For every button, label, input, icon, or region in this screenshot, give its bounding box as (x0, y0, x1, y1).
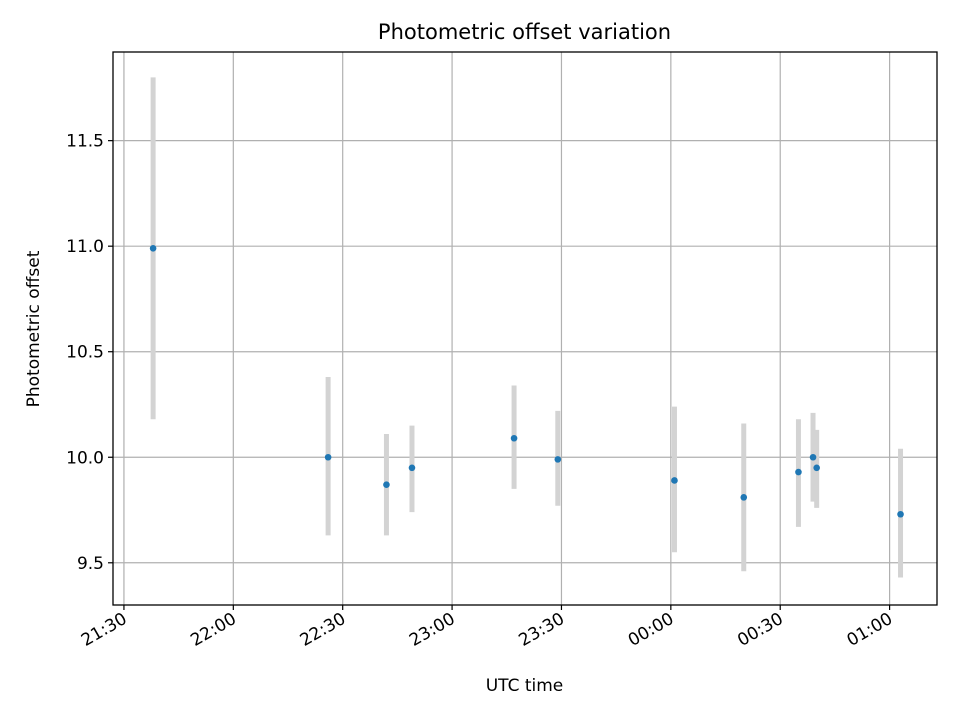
y-tick-label: 10.5 (66, 343, 104, 363)
x-tick-label: 01:00 (844, 609, 896, 651)
data-point (671, 477, 678, 484)
data-point (554, 456, 562, 463)
x-tick-label: 21:30 (78, 609, 130, 651)
data-point (809, 453, 817, 461)
data-point (740, 494, 748, 501)
data-point (795, 468, 802, 476)
data-point (510, 434, 518, 442)
data-point (149, 244, 157, 252)
y-tick-label: 9.5 (77, 554, 104, 574)
x-tick-label: 00:00 (625, 609, 677, 651)
data-point (324, 453, 332, 461)
tick-layer: 21:30 22:00 22:30 23:00 23:30 00:00 00:30 01:00… (66, 132, 896, 651)
x-axis-label: UTC time (486, 676, 564, 696)
x-tick-label: 23:00 (406, 609, 458, 651)
y-tick-label: 10.0 (66, 448, 104, 468)
data-point (408, 464, 416, 472)
data-point (897, 510, 904, 518)
x-tick-label: 22:00 (187, 609, 239, 651)
x-tick-label: 00:30 (734, 609, 786, 651)
y-tick-label: 11.0 (66, 237, 104, 257)
y-axis-label: Photometric offset (24, 250, 44, 407)
x-tick-label: 23:30 (516, 609, 568, 651)
grid-layer (113, 52, 937, 605)
point-layer (149, 244, 904, 518)
x-tick-label: 22:30 (297, 609, 349, 651)
data-point (813, 464, 820, 472)
plot-frame (112, 51, 938, 606)
chart-title: Photometric offset variation (378, 20, 671, 44)
data-point (383, 481, 390, 488)
errbar-layer (150, 77, 904, 578)
y-tick-label: 11.5 (66, 132, 104, 152)
